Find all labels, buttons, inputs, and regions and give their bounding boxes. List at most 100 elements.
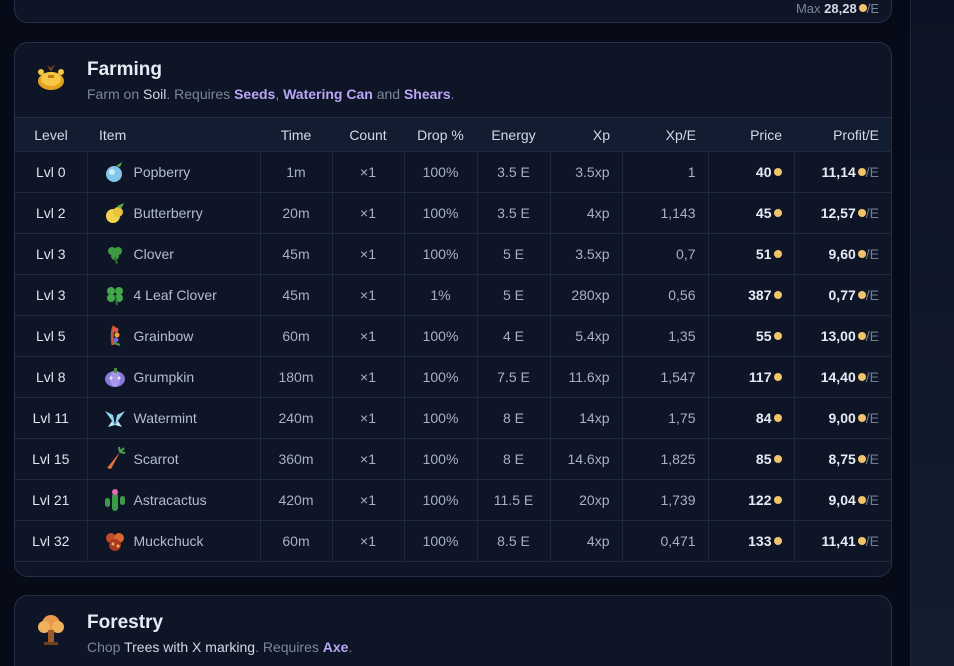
coin-icon: [857, 209, 866, 217]
xp-cell: 3.5xp: [549, 151, 622, 193]
grainbow-icon: [110, 325, 120, 346]
farming-subtitle: Farm on Soil. Requires Seeds, Watering C…: [87, 86, 455, 102]
item-name[interactable]: 4 Leaf Clover: [133, 287, 217, 303]
coin-icon: [857, 414, 866, 422]
subtitle-text: Farm on: [87, 86, 144, 102]
item-name[interactable]: Grainbow: [133, 328, 194, 344]
column-header-level[interactable]: Level: [34, 126, 68, 143]
xp-per-energy-cell: 0,56: [621, 274, 708, 316]
item-name[interactable]: Popberry: [133, 164, 191, 180]
profit-cell: 0,77/E: [793, 274, 891, 316]
column-header-count[interactable]: Count: [349, 126, 387, 143]
item-name[interactable]: Watermint: [133, 410, 197, 426]
count-cell: ×1: [331, 397, 404, 439]
item-name[interactable]: Muckchuck: [133, 533, 204, 549]
energy-cell: 8 E: [476, 438, 550, 480]
price-value: 387: [748, 287, 772, 303]
column-header-xp[interactable]: Xp: [592, 126, 610, 143]
item-name[interactable]: Clover: [133, 246, 174, 262]
xp-cell: 11.6xp: [549, 356, 622, 398]
level-cell: Lvl 8: [35, 369, 66, 385]
item-name[interactable]: Astracactus: [133, 492, 207, 508]
table-row[interactable]: Lvl 0 Popberry 1m ×1 100% 3.5 E 3.5xp 1 …: [15, 151, 891, 193]
drop-cell: 100%: [403, 233, 477, 275]
energy-cell: 8.5 E: [476, 520, 550, 562]
table-row[interactable]: Lvl 8 Grumpkin 180m ×1 100% 7.5 E 11.6xp…: [15, 356, 891, 398]
time-cell: 360m: [259, 438, 332, 480]
profit-value: 14,40: [820, 369, 856, 385]
drop-cell: 100%: [403, 151, 477, 193]
count-cell: ×1: [331, 438, 404, 480]
table-row[interactable]: Lvl 2 Butterberry 20m ×1 100% 3.5 E 4xp …: [15, 192, 891, 234]
profit-cell: 14,40/E: [793, 356, 891, 398]
table-row[interactable]: Lvl 3 Clover 45m ×1 100% 5 E 3.5xp 0,7 5…: [15, 233, 891, 275]
column-header-xp-per-energy[interactable]: Xp/E: [665, 126, 696, 143]
xp-cell: 280xp: [549, 274, 622, 316]
profit-value: 11,41: [821, 533, 856, 549]
table-row[interactable]: Lvl 15 Scarrot 360m ×1 100% 8 E 14.6xp 1…: [15, 438, 891, 480]
xp-cell: 5.4xp: [549, 315, 622, 357]
profit-value: 8,75: [828, 451, 856, 467]
profit-value: 9,04: [828, 492, 856, 508]
profit-value: 9,00: [828, 410, 856, 426]
level-cell: Lvl 15: [32, 451, 70, 467]
price-cell: 387: [707, 274, 794, 316]
price-value: 84: [755, 410, 772, 426]
item-cell: Watermint: [86, 397, 260, 439]
table-row[interactable]: Lvl 3 4 Leaf Clover 45m ×1 1% 5 E 280xp …: [15, 274, 891, 316]
item-name[interactable]: Butterberry: [133, 205, 203, 221]
time-cell: 420m: [259, 479, 332, 521]
profit-cell: 8,75/E: [793, 438, 891, 480]
level-cell: Lvl 11: [32, 410, 69, 426]
time-cell: 240m: [259, 397, 332, 439]
level-cell: Lvl 2: [35, 205, 66, 221]
item-cell: Astracactus: [86, 479, 260, 521]
axe-link[interactable]: Axe: [322, 639, 349, 655]
seeds-link[interactable]: Seeds: [234, 86, 276, 102]
coin-icon: [857, 291, 866, 299]
table-row[interactable]: Lvl 5 Grainbow 60m ×1 100% 4 E 5.4xp 1,3…: [15, 315, 891, 357]
column-header-price[interactable]: Price: [750, 126, 782, 143]
per-energy-unit: /E: [865, 410, 879, 426]
item-cell: Scarrot: [86, 438, 260, 480]
watering-can-link[interactable]: Watering Can: [283, 86, 373, 102]
profit-cell: 9,00/E: [793, 397, 891, 439]
four-leaf-clover-icon: [106, 287, 123, 306]
table-row[interactable]: Lvl 32 Muckchuck 60m ×1 100% 8.5 E 4xp 0…: [15, 520, 891, 562]
column-header-time[interactable]: Time: [280, 126, 312, 143]
max-value: 28,28: [824, 1, 857, 16]
right-side-panel: [910, 0, 954, 666]
item-name[interactable]: Grumpkin: [133, 369, 195, 385]
soil-keyword: Soil: [143, 86, 167, 102]
price-cell: 122: [707, 479, 794, 521]
drop-cell: 100%: [403, 479, 477, 521]
time-cell: 1m: [259, 151, 332, 193]
table-row[interactable]: Lvl 21 Astracactus 420m ×1 100% 11.5 E 2…: [15, 479, 891, 521]
farming-title: Farming: [87, 59, 162, 80]
price-value: 85: [755, 451, 772, 467]
column-header-energy[interactable]: Energy: [491, 126, 536, 143]
coin-icon: [857, 168, 866, 176]
column-header-item[interactable]: Item: [99, 126, 127, 143]
shears-link[interactable]: Shears: [403, 86, 451, 102]
column-header-drop[interactable]: Drop %: [417, 126, 464, 143]
per-energy-unit: /E: [865, 369, 879, 385]
forestry-card: Forestry Chop Trees with X marking. Requ…: [14, 595, 892, 666]
coin-icon: [773, 168, 782, 176]
profit-value: 9,60: [828, 246, 856, 262]
forestry-skill-icon: [38, 615, 64, 645]
coin-icon: [773, 496, 782, 504]
trees-keyword: Trees with X marking: [124, 639, 256, 655]
drop-cell: 100%: [403, 520, 477, 562]
column-header-profit-per-energy[interactable]: Profit/E: [833, 126, 879, 143]
count-cell: ×1: [331, 315, 404, 357]
price-cell: 133: [707, 520, 794, 562]
drop-cell: 100%: [403, 315, 477, 357]
item-name[interactable]: Scarrot: [133, 451, 179, 467]
profit-value: 13,00: [820, 328, 856, 344]
level-cell: Lvl 3: [35, 246, 66, 262]
price-value: 55: [755, 328, 772, 344]
profit-cell: 12,57/E: [793, 192, 891, 234]
popberry-icon: [105, 162, 122, 182]
table-row[interactable]: Lvl 11 Watermint 240m ×1 100% 8 E 14xp 1…: [15, 397, 891, 439]
